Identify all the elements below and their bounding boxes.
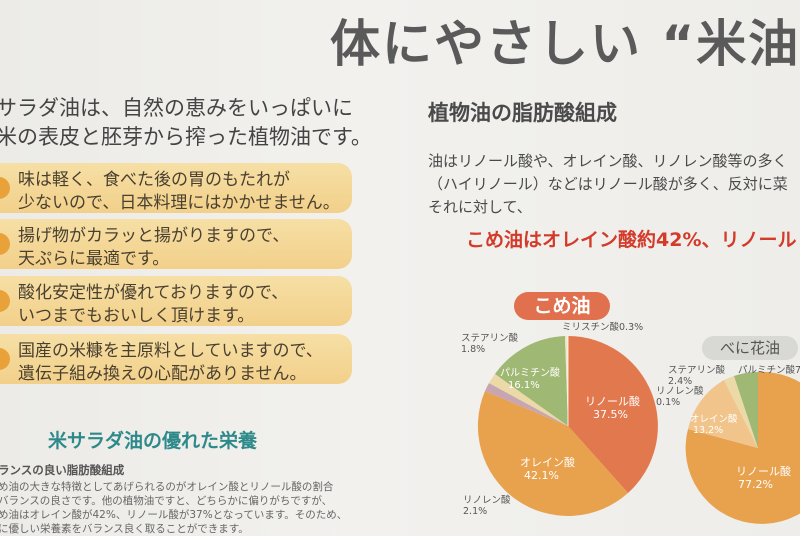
label-linolenic-value: 2.1% (463, 506, 488, 517)
pie-slice-stearic (489, 374, 568, 426)
benefit-text: 味は軽く、食べた後の胃のもたれが (18, 170, 290, 190)
label-oleic-name: オレイン酸 (690, 414, 738, 425)
label-stearic-name: ステアリン酸 (461, 333, 519, 344)
label-palmitic-value: 16.1% (508, 380, 540, 391)
pie-slice-oleic (688, 380, 758, 448)
label-stearic-value: 1.8% (461, 344, 486, 355)
benefit-card-2: 揚げ物がカラッと揚がりますので、 天ぷらに最適です。 (0, 219, 352, 269)
benefit-text: 揚げ物がカラッと揚がりますので、 (18, 226, 290, 246)
benefit-card-4: 国産の米糠を主原料としていますので、 遺伝子組み換えの心配がありません。 (0, 334, 352, 384)
komeabura-badge: こめ油 (514, 292, 610, 320)
bullet-icon (0, 177, 10, 199)
label-linoleic-value: 77.2% (738, 478, 773, 491)
benefit-text: 酸化安定性が優れておりますので、 (18, 283, 289, 303)
label-palmitic-name: パルミチン酸 (500, 368, 560, 379)
fatty-acid-line-3: それに対して、 (428, 198, 532, 216)
label-linoleic-name: リノール酸 (585, 395, 640, 408)
benibana-badge: べに花油 (702, 336, 798, 360)
pie-slice-linolenic (485, 383, 568, 426)
pie-slice-palmitic (734, 372, 758, 448)
benefit-text: 国産の米糠を主原料としていますので、 (18, 341, 323, 361)
intro-line-1: サラダ油は、自然の恵みをいっぱいに (0, 96, 353, 120)
fatty-acid-heading: 植物油の脂肪酸組成 (428, 101, 617, 125)
komeabura-pie (477, 335, 658, 516)
benefit-card-1: 味は軽く、食べた後の胃のもたれが 少ないので、日本料理にはかかせません。 (0, 163, 352, 213)
label-myristic: ミリスチン酸0.3% (562, 322, 644, 333)
label-stearic-name: ステアリン酸 (668, 365, 726, 376)
label-palmitic: パルミチン酸7.1 (738, 365, 800, 376)
benefit-text: 天ぷらに最適です。 (18, 249, 170, 269)
intro-line-2: 米の表皮と胚芽から搾った植物油です。 (0, 125, 372, 149)
benefit-card-3: 酸化安定性が優れておりますので、 いつまでもおいしく頂けます。 (0, 276, 352, 326)
pie-slice-stearic (724, 376, 758, 448)
nutrition-line-3: め油はオレイン酸が42%、リノール酸が37%となっています。そのため、 (0, 509, 348, 521)
label-oleic-name: オレイン酸 (520, 456, 575, 469)
bullet-icon (0, 290, 10, 312)
bullet-icon (0, 348, 10, 370)
page-title: 体にやさしい “米油 (330, 15, 800, 73)
pie-slice-oleic (477, 391, 628, 516)
label-linolenic-name: リノレン酸 (656, 386, 704, 397)
nutrition-line-4: に優しい栄養素をバランス良く取ることができます。 (0, 523, 249, 535)
fatty-acid-line-2: （ハイリノール）などはリノール酸が多く、反対に菜 (428, 175, 788, 193)
label-linolenic-name: リノレン酸 (463, 495, 511, 506)
pie-slice-linoleic (568, 336, 658, 493)
label-oleic-value: 42.1% (524, 469, 559, 482)
label-stearic-value: 2.4% (668, 376, 693, 387)
nutrition-subheading: ランスの良い脂肪酸組成 (0, 463, 125, 477)
nutrition-line-1: め油の大きな特徴としてあげられるのがオレイン酸とリノール酸の割合 (0, 481, 334, 493)
pie-slice-linoleic (685, 371, 800, 524)
benibana-pie (685, 371, 800, 524)
bullet-icon (0, 233, 10, 255)
highlight-text: こめ油はオレイン酸約42%、リノール (466, 229, 797, 251)
fatty-acid-line-1: 油はリノール酸や、オレイン酸、リノレン酸等の多く (428, 152, 788, 170)
label-linoleic-name: リノール酸 (736, 465, 791, 478)
label-linolenic-value: 0.1% (656, 397, 681, 408)
label-linoleic-value: 37.5% (593, 408, 628, 421)
benefit-text: 遺伝子組み換えの心配がありません。 (18, 364, 307, 384)
label-oleic-value: 13.2% (693, 425, 724, 436)
pie-slice-palmitic (495, 336, 568, 426)
nutrition-heading: 米サラダ油の優れた栄養 (48, 430, 258, 452)
nutrition-line-2: バランスの良さです。他の植物油ですと、どちらかに偏りがちですが、 (0, 495, 333, 507)
pie-slice-myristic (565, 335, 568, 426)
benefit-text: いつまでもおいしく頂けます。 (18, 306, 255, 326)
benefit-text: 少ないので、日本料理にはかかせません。 (18, 193, 340, 213)
